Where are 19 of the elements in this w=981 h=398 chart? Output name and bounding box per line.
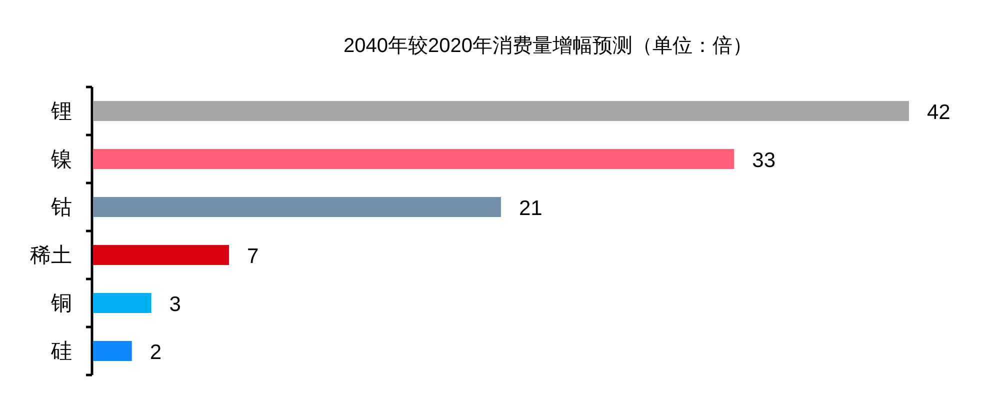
title: 2040年较2020年消费量增幅预测（单位：倍） (344, 35, 752, 57)
data-label: 2 (150, 341, 162, 364)
y-tick-label: 铜 (50, 292, 72, 315)
y-tick-label: 稀土 (30, 244, 72, 267)
bar (93, 293, 152, 313)
bar (93, 197, 501, 217)
y-tick-label: 锂 (50, 100, 72, 123)
bar (93, 101, 909, 121)
bar (93, 341, 132, 361)
data-label: 33 (752, 149, 776, 172)
data-label: 3 (169, 293, 181, 316)
data-label: 7 (247, 245, 259, 268)
y-tick-label: 钴 (50, 196, 72, 219)
y-tick-label: 镍 (50, 148, 72, 171)
y-tick-label: 硅 (50, 340, 72, 363)
data-label: 42 (927, 101, 950, 124)
bar (93, 245, 229, 265)
bar (93, 149, 734, 169)
data-label: 21 (519, 197, 542, 220)
